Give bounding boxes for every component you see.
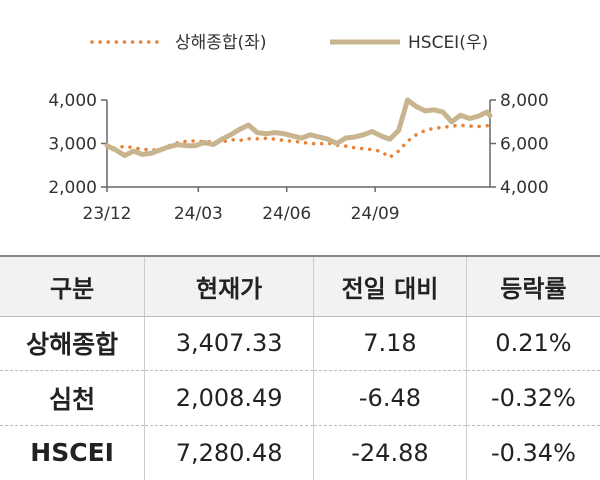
header-current-price: 현재가 (144, 255, 314, 317)
row-rate: 0.21% (465, 316, 600, 371)
legend-label-shanghai: 상해종합(좌) (175, 33, 266, 53)
right-tick-label: 8,000 (500, 91, 549, 111)
table-row: HSCEI 7,280.48 -24.88 -0.34% (0, 425, 600, 480)
header-change: 전일 대비 (313, 255, 467, 317)
table-row: 상해종합 3,407.33 7.18 0.21% (0, 316, 600, 371)
table-header-row: 구분 현재가 전일 대비 등락률 (0, 255, 600, 317)
x-tick-label: 23/12 (83, 204, 132, 224)
header-change-rate: 등락률 (465, 255, 600, 317)
legend-label-hscei: HSCEI(우) (408, 33, 488, 53)
left-tick-label: 3,000 (48, 135, 97, 155)
row-change: 7.18 (313, 316, 467, 371)
index-line-chart: 상해종합(좌) HSCEI(우) 2,000 3,000 4,000 4,000 6,00… (48, 33, 548, 224)
table-row: 심천 2,008.49 -6.48 -0.32% (0, 370, 600, 426)
chart-series (104, 97, 493, 160)
chart-legend: 상해종합(좌) HSCEI(우) (90, 33, 488, 53)
left-tick-label: 2,000 (48, 178, 97, 198)
right-tick-label: 6,000 (500, 135, 549, 155)
header-category: 구분 (0, 255, 145, 317)
row-price: 7,280.48 (144, 425, 314, 480)
row-name: HSCEI (30, 438, 114, 468)
row-price: 3,407.33 (144, 316, 314, 371)
left-tick-label: 4,000 (48, 91, 97, 111)
row-rate: -0.32% (465, 370, 600, 426)
hscei-line (104, 97, 493, 158)
right-tick-label: 4,000 (500, 178, 549, 198)
index-table: 구분 현재가 전일 대비 등락률 상해종합 3,407.33 7.18 0.21… (0, 255, 600, 480)
row-change: -24.88 (313, 425, 467, 480)
row-name: 상해종합 (0, 316, 145, 371)
x-tick-label: 24/09 (351, 204, 400, 224)
row-change: -6.48 (313, 370, 467, 426)
x-tick-label: 24/03 (174, 204, 223, 224)
row-name: 심천 (0, 370, 145, 426)
row-price: 2,008.49 (144, 370, 314, 426)
row-rate: -0.34% (465, 425, 600, 480)
shanghai-composite-line (105, 123, 492, 160)
x-tick-label: 24/06 (262, 204, 311, 224)
chart-axes: 2,000 3,000 4,000 4,000 6,000 8,000 23/12 24/03… (48, 91, 548, 224)
